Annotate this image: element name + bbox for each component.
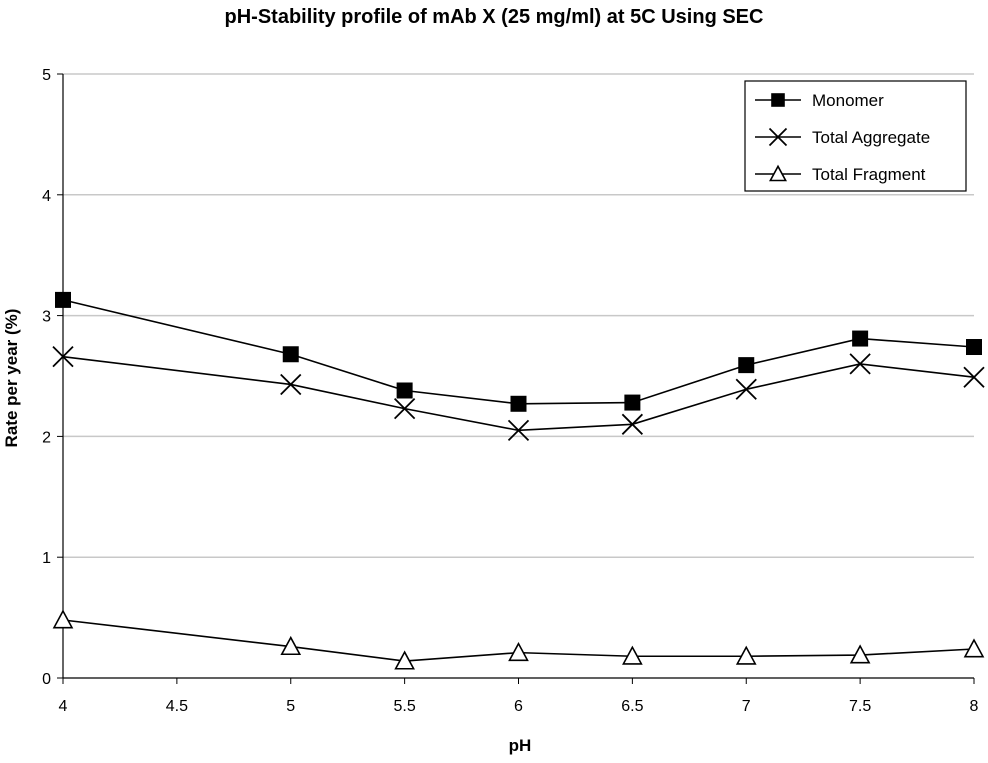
- x-tick-label: 8: [970, 698, 979, 715]
- legend-marker: [769, 164, 787, 182]
- data-point: [282, 346, 299, 363]
- y-tick-label: 5: [42, 67, 51, 84]
- data-point: [738, 357, 755, 374]
- data-point: [507, 419, 530, 441]
- series-line: [62, 619, 975, 662]
- series-line: [62, 355, 975, 432]
- legend-entry: Total Aggregate: [755, 127, 930, 147]
- data-point: [52, 609, 74, 629]
- legend-entry: Monomer: [755, 91, 884, 110]
- legend-marker: [768, 127, 788, 147]
- data-point: [849, 353, 871, 375]
- data-point: [622, 645, 643, 665]
- data-point: [280, 635, 302, 656]
- x-tick-label: 5.5: [394, 698, 416, 715]
- legend-label: Total Fragment: [812, 165, 926, 184]
- x-axis-label: pH: [508, 736, 532, 755]
- data-point: [624, 394, 641, 411]
- data-point: [735, 645, 757, 665]
- x-tick-label: 6: [514, 698, 523, 715]
- x-marker-stroke: [280, 373, 302, 396]
- chart-title: pH-Stability profile of mAb X (25 mg/ml)…: [224, 6, 764, 28]
- data-point: [393, 397, 416, 420]
- y-tick-label: 2: [42, 429, 51, 446]
- series-total-fragment: [52, 609, 985, 670]
- data-point: [55, 291, 71, 308]
- x-marker-stroke: [735, 378, 757, 400]
- data-point: [394, 650, 415, 670]
- data-point: [508, 641, 529, 662]
- x-tick-label: 4: [59, 698, 68, 715]
- x-tick-label: 6.5: [621, 698, 643, 715]
- data-point: [52, 346, 74, 368]
- series-monomer: [55, 291, 982, 412]
- legend-marker: [771, 93, 785, 107]
- x-marker-stroke: [768, 127, 788, 147]
- series-total-aggregate: [52, 346, 985, 441]
- data-point: [852, 330, 869, 347]
- x-tick-label: 7.5: [849, 698, 871, 715]
- data-point: [735, 378, 757, 400]
- data-point: [510, 395, 527, 412]
- legend-label: Total Aggregate: [812, 128, 930, 147]
- x-tick-label: 7: [742, 698, 751, 715]
- x-marker-stroke: [849, 353, 871, 375]
- x-marker-stroke: [621, 413, 644, 435]
- y-tick-label: 4: [42, 188, 51, 205]
- x-marker-stroke: [507, 419, 530, 441]
- data-point: [963, 366, 985, 388]
- y-tick-label: 0: [42, 671, 51, 688]
- y-tick-label: 1: [42, 550, 51, 567]
- legend-label: Monomer: [812, 91, 884, 110]
- series-group: [52, 291, 985, 670]
- legend: Monomer Total Aggregate Total Fragment: [744, 80, 967, 192]
- data-point: [621, 413, 644, 435]
- gridlines: [63, 73, 974, 558]
- data-point: [849, 644, 871, 664]
- data-point: [966, 339, 982, 356]
- data-point: [396, 382, 413, 399]
- axes: 0 1 2 3 4 5 4 4.5 5 5.5 6 6.5 7 7.5 8: [42, 67, 978, 715]
- x-tick-label: 5: [286, 698, 295, 715]
- x-tick-label: 4.5: [166, 698, 188, 715]
- x-marker-stroke: [963, 366, 985, 388]
- data-point: [280, 373, 302, 396]
- x-marker-stroke: [52, 346, 74, 368]
- series-line: [62, 299, 975, 405]
- y-tick-label: 3: [42, 309, 51, 326]
- legend-entry: Total Fragment: [755, 164, 926, 184]
- x-marker-stroke: [393, 397, 416, 420]
- data-point: [963, 638, 985, 658]
